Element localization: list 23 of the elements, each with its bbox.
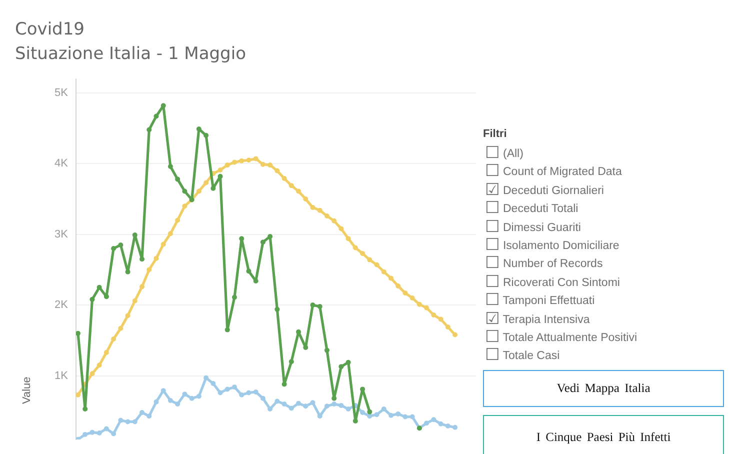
text: ☐ Count of Migrated Data [485, 161, 622, 180]
text: ☐ Totale Attualmente Positivi [485, 327, 638, 346]
y-tick-label: 2K [54, 299, 69, 312]
text: ☐ Totale Casi [485, 345, 560, 364]
button: Vedi Mappa Italia [483, 370, 724, 407]
text: ☑ Terapia Intensiva [485, 308, 590, 328]
text: ☐ Deceduti Totali [485, 198, 578, 218]
y-tick-label: 1K [54, 370, 69, 382]
text: ☐ Dimessi Guariti [485, 216, 581, 236]
y-axis-title: Value [21, 376, 34, 404]
text: ☑ Deceduti Giornalieri [485, 180, 604, 199]
chart-subtitle: Situazione Italia - 1 Maggio [15, 44, 246, 64]
text: ☐ Ricoverati Con Sintomi [485, 272, 620, 291]
text: ☐ Isolamento Domiciliare [485, 235, 620, 254]
button: I Cinque Paesi Più Infetti [483, 415, 724, 454]
y-tick-label: 3K [54, 228, 69, 240]
y-tick-label: 4K [54, 158, 69, 170]
y-tick-label: 5K [54, 86, 69, 99]
text: Filtri [483, 127, 507, 141]
text: ☐ Tamponi Effettuati [485, 290, 595, 310]
text: ☐ (All) [485, 143, 524, 162]
chart-title: Covid19 [15, 20, 84, 40]
text: ☐ Number of Records [485, 253, 603, 272]
